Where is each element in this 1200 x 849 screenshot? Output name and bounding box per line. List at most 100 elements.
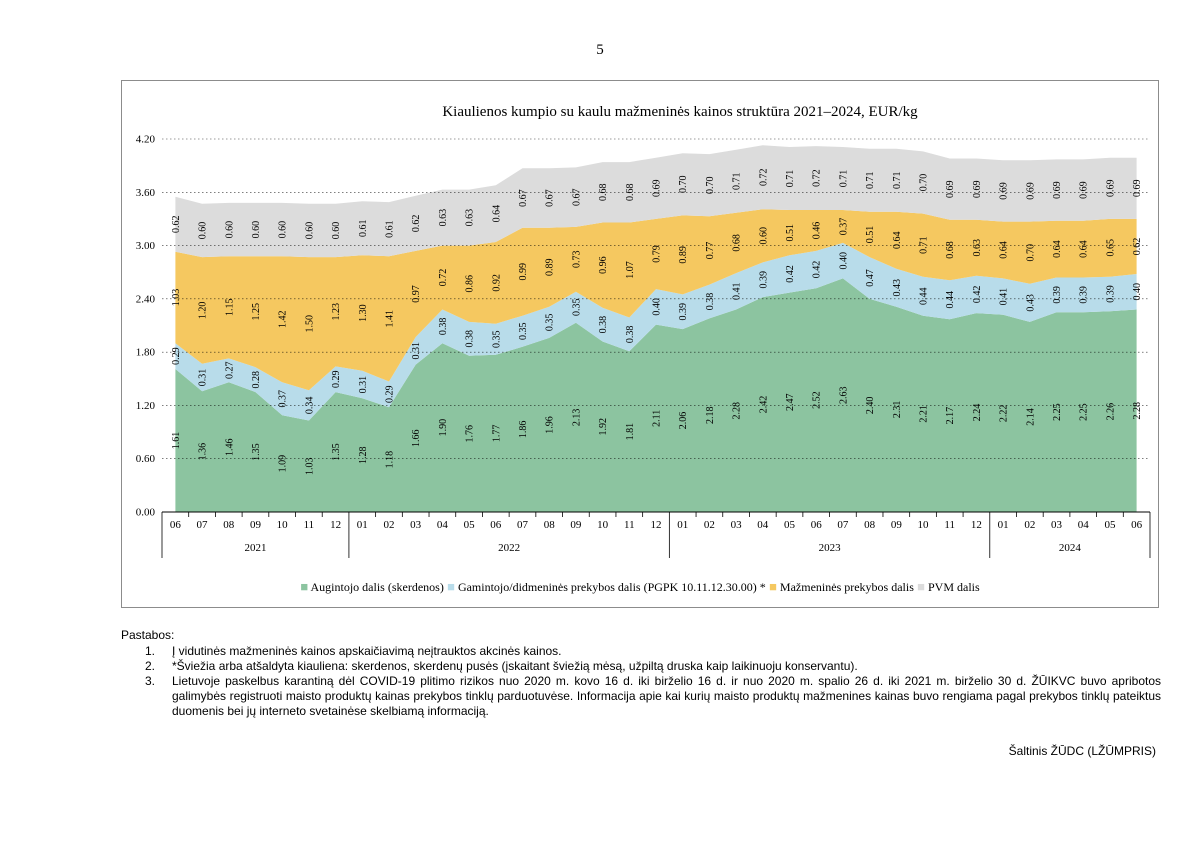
- data-label: 0.27: [224, 362, 235, 380]
- data-label: 1.86: [518, 421, 529, 439]
- data-label: 0.71: [785, 170, 796, 188]
- data-label: 0.60: [758, 227, 769, 245]
- x-tick-label: 03: [731, 519, 743, 531]
- data-label: 0.97: [411, 285, 422, 303]
- data-label: 0.39: [1105, 285, 1116, 303]
- data-label: 0.60: [278, 221, 289, 239]
- data-label: 0.60: [331, 222, 342, 240]
- x-tick-label: 10: [277, 519, 289, 531]
- x-year-label: 2023: [819, 542, 842, 554]
- data-label: 0.29: [171, 347, 182, 365]
- data-label: 0.29: [385, 386, 396, 404]
- data-label: 0.67: [518, 189, 529, 207]
- data-label: 0.44: [919, 287, 930, 305]
- data-label: 0.69: [1025, 182, 1036, 200]
- x-tick-label: 03: [1051, 519, 1063, 531]
- x-tick-label: 07: [517, 519, 529, 531]
- data-label: 0.28: [251, 371, 262, 389]
- x-tick-label: 09: [891, 519, 903, 531]
- x-tick-label: 11: [624, 519, 635, 531]
- data-labels: 1.61 1.36 1.46 1.35 1.09 1.03 1.35 1.28 1.18 1.66…: [171, 168, 1143, 475]
- legend-swatch: ■: [300, 579, 308, 594]
- x-tick-label: 01: [677, 519, 688, 531]
- data-label: 0.65: [1105, 239, 1116, 256]
- data-label: 0.31: [411, 342, 422, 360]
- data-label: 2.18: [705, 406, 716, 424]
- data-label: 0.62: [1132, 238, 1143, 256]
- data-label: 0.68: [598, 184, 609, 202]
- data-label: 0.41: [732, 283, 743, 301]
- note-number: 2.: [145, 659, 156, 673]
- note-item: 1. Į vidutinės mažmeninės kainos apskaič…: [121, 644, 1161, 659]
- data-label: 2.63: [838, 386, 849, 404]
- data-label: 1.36: [198, 443, 209, 461]
- data-label: 0.40: [652, 298, 663, 316]
- data-label: 1.46: [224, 438, 235, 456]
- data-label: 0.38: [625, 326, 636, 344]
- data-label: 0.64: [1052, 240, 1063, 258]
- data-label: 0.69: [1079, 181, 1090, 199]
- data-label: 0.38: [465, 330, 476, 348]
- data-label: 0.72: [758, 168, 769, 186]
- data-label: 0.60: [224, 221, 235, 239]
- data-label: 0.77: [705, 242, 716, 260]
- x-tick-label: 01: [357, 519, 368, 531]
- data-label: 1.96: [545, 416, 556, 434]
- note-item: 2. *Šviežia arba atšaldyta kiauliena: sk…: [121, 659, 1161, 674]
- x-tick-label: 06: [490, 519, 502, 531]
- data-label: 0.42: [972, 286, 983, 304]
- data-label: 0.38: [598, 316, 609, 334]
- y-tick-label: 3.60: [136, 187, 156, 199]
- data-label: 1.25: [251, 303, 262, 321]
- legend-swatch: ■: [766, 579, 777, 594]
- x-year-label: 2024: [1059, 542, 1082, 554]
- data-label: 0.70: [705, 176, 716, 194]
- x-tick-label: 06: [811, 519, 823, 531]
- data-label: 1.30: [358, 304, 369, 322]
- x-tick-label: 06: [170, 519, 182, 531]
- data-label: 0.72: [812, 169, 823, 187]
- legend-swatch: ■: [914, 579, 925, 594]
- data-label: 0.69: [972, 180, 983, 198]
- data-label: 2.52: [812, 391, 823, 409]
- stacked-areas: [175, 145, 1137, 512]
- data-label: 2.17: [945, 407, 956, 425]
- note-text: Lietuvoje paskelbus karantiną dėl COVID-…: [172, 674, 1161, 718]
- gridlines: [162, 138, 1150, 460]
- data-label: 1.61: [171, 432, 182, 450]
- data-label: 0.39: [1079, 286, 1090, 304]
- x-tick-label: 05: [464, 519, 476, 531]
- data-label: 0.51: [865, 226, 876, 244]
- data-label: 1.15: [224, 299, 235, 317]
- source-note: Šaltinis ŽŪDC (LŽŪMPRIS): [1008, 744, 1156, 758]
- data-label: 1.18: [385, 451, 396, 469]
- legend-label: Gamintojo/didmeninės prekybos dalis (PGP…: [455, 580, 766, 594]
- data-label: 0.35: [545, 314, 556, 332]
- data-label: 0.68: [945, 241, 956, 259]
- data-label: 0.63: [438, 209, 449, 227]
- legend-row: ■ Augintojo dalis (skerdenos) ■ Gamintoj…: [300, 579, 980, 594]
- data-label: 2.31: [892, 401, 903, 419]
- data-label: 0.61: [385, 220, 396, 238]
- data-label: 0.42: [785, 265, 796, 283]
- data-label: 2.28: [732, 402, 743, 420]
- chart-svg: Kiaulienos kumpio su kaulu mažmeninės ka…: [136, 104, 1151, 594]
- data-label: 0.39: [678, 303, 689, 321]
- data-label: 0.38: [438, 318, 449, 336]
- data-label: 2.24: [972, 404, 983, 422]
- x-tick-label: 08: [223, 519, 235, 531]
- data-label: 0.44: [945, 291, 956, 309]
- data-label: 0.46: [812, 222, 823, 240]
- data-label: 1.20: [198, 302, 209, 320]
- data-label: 0.31: [198, 369, 209, 387]
- x-tick-label: 02: [1024, 519, 1035, 531]
- legend: ■ Augintojo dalis (skerdenos) ■ Gamintoj…: [300, 579, 980, 594]
- note-number: 3.: [145, 674, 156, 688]
- data-label: 0.71: [838, 170, 849, 188]
- data-label: 0.37: [278, 390, 289, 408]
- data-label: 0.39: [758, 271, 769, 289]
- x-tick-label: 09: [250, 519, 262, 531]
- y-tick-label: 0.60: [136, 453, 156, 465]
- x-tick-label: 05: [1104, 519, 1116, 531]
- x-tick-label: 04: [757, 519, 769, 531]
